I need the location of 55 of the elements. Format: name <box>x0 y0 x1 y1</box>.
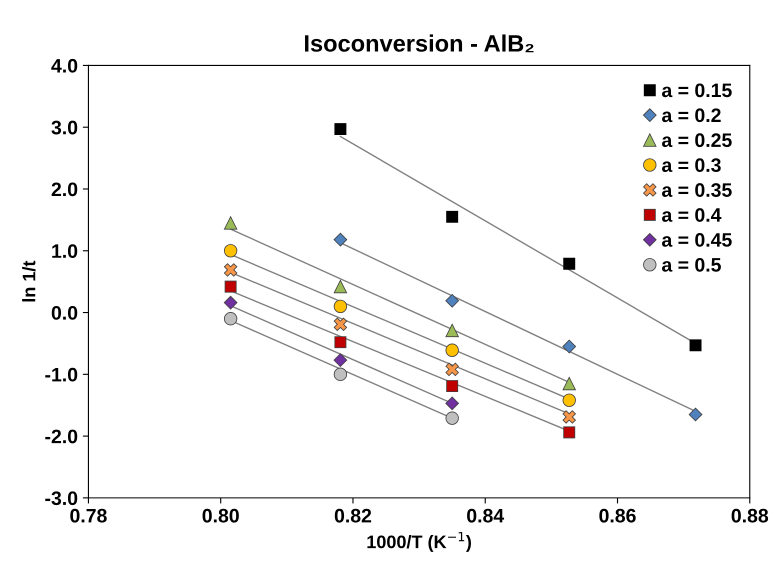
point <box>446 324 459 338</box>
point <box>563 426 576 438</box>
point <box>690 339 702 352</box>
point <box>446 380 458 392</box>
point <box>688 408 702 422</box>
x-tick-label: 0.84 <box>467 508 504 523</box>
x-tick-label: 0.88 <box>732 508 768 523</box>
point <box>334 318 348 331</box>
point <box>446 412 459 425</box>
point <box>562 394 576 407</box>
point <box>563 258 576 270</box>
legend-label: a = 0.5 <box>662 258 721 272</box>
x-tick-label: 0.80 <box>202 508 239 523</box>
point <box>562 340 576 354</box>
y-tick-label: 4.0 <box>51 58 78 73</box>
y-tick-label: 0.0 <box>52 306 78 320</box>
point <box>334 232 348 246</box>
legend-label: a = 0.3 <box>662 158 721 172</box>
legend-label: a = 0.45 <box>662 233 732 247</box>
y-tick-label: -3.0 <box>45 491 78 506</box>
x-tick-label: 0.82 <box>334 508 372 523</box>
x-axis-title: 1000/T (K$^{−1}$) <box>367 532 471 552</box>
legend-label: a = 0.15 <box>662 83 732 98</box>
point <box>334 336 346 348</box>
point <box>224 296 238 310</box>
x-tick-label: 0.78 <box>70 508 107 523</box>
point <box>445 396 459 410</box>
point <box>334 300 348 314</box>
point <box>334 123 346 136</box>
legend-label: a = 0.2 <box>662 108 721 122</box>
point <box>446 344 459 357</box>
point <box>562 376 576 390</box>
point <box>334 280 348 294</box>
y-tick-label: -2.0 <box>45 430 78 444</box>
point <box>224 280 237 293</box>
y-tick-label: 2.0 <box>52 182 78 196</box>
point <box>334 368 348 381</box>
legend-label: a = 0.4 <box>662 208 722 222</box>
chart-title: Isoconversion - AlB₂ <box>305 34 534 52</box>
point <box>562 410 576 424</box>
y-axis-title: ln 1/t <box>22 260 36 302</box>
y-tick-label: 3.0 <box>51 120 78 134</box>
point <box>446 210 458 223</box>
point <box>446 362 459 376</box>
y-tick-label: -1.0 <box>45 368 78 382</box>
point <box>224 244 238 258</box>
point <box>224 263 238 277</box>
point <box>334 353 348 367</box>
x-tick-label: 0.86 <box>599 508 636 523</box>
legend-label: a = 0.25 <box>662 133 732 148</box>
y-tick-label: 1.0 <box>52 244 78 258</box>
point <box>224 216 238 230</box>
point <box>445 294 459 308</box>
point <box>224 312 238 326</box>
legend-label: a = 0.35 <box>662 183 732 197</box>
